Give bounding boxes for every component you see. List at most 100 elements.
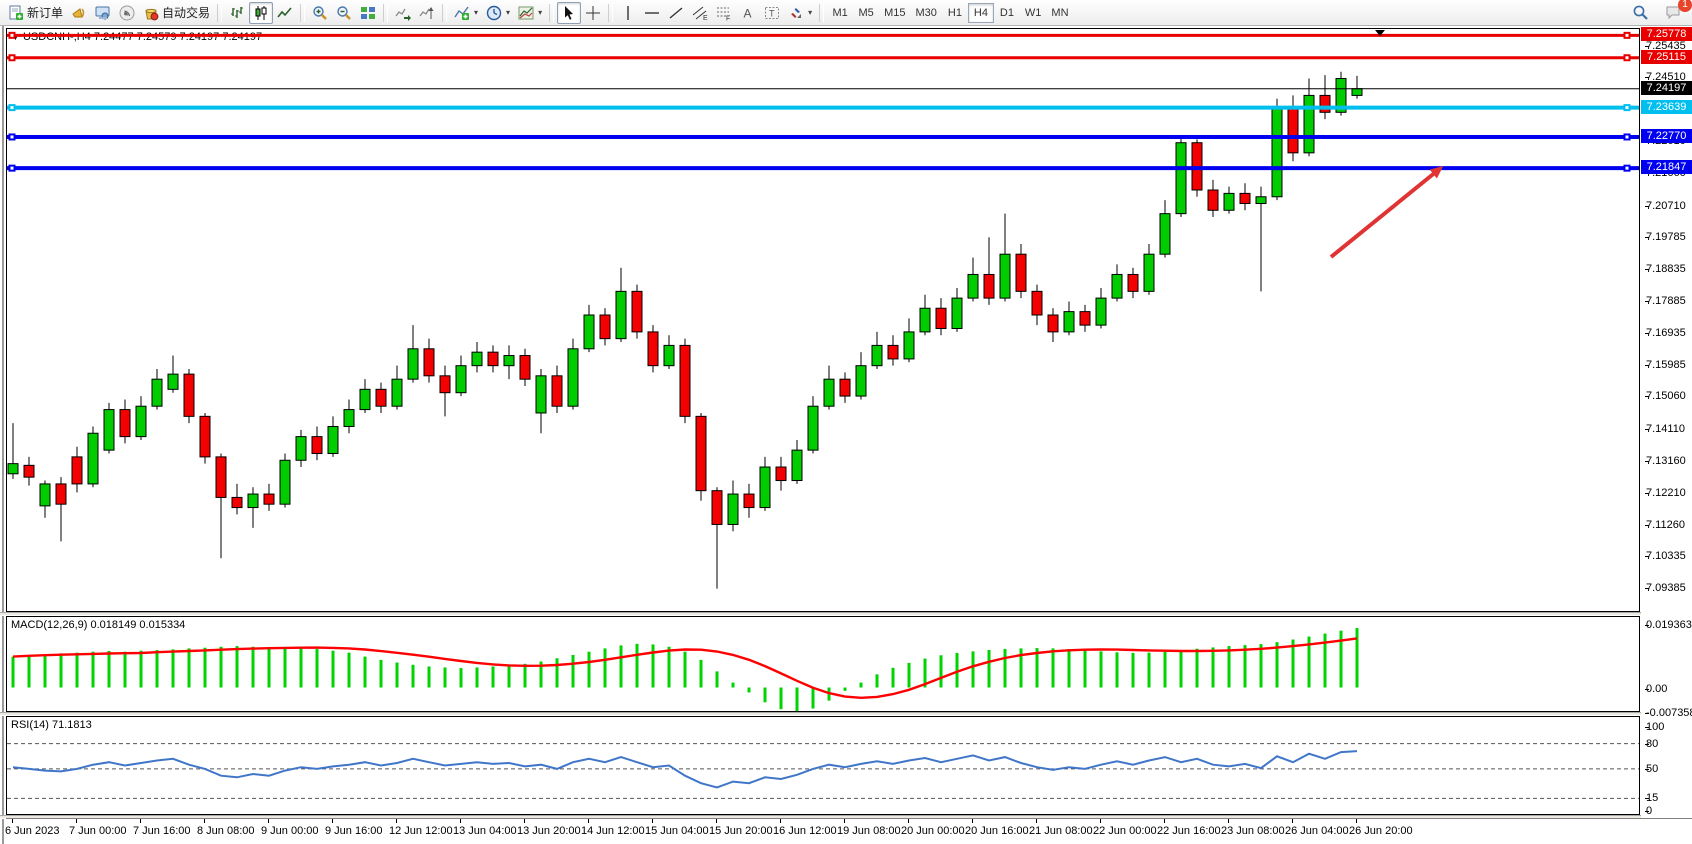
new-order-button[interactable]: 新订单 <box>4 2 67 24</box>
window-left-edge <box>2 26 4 844</box>
time-axis[interactable]: 6 Jun 2023 7 Jun 00:00 7 Jun 16:00 8 Jun 08… <box>5 818 1692 844</box>
macd-panel: MACD(12,26,9) 0.018149 0.015334 <box>6 616 1640 712</box>
dropdown-caret-icon: ▾ <box>474 8 479 17</box>
macd-bar <box>971 651 975 688</box>
panel-splitter[interactable] <box>0 612 1692 616</box>
candle-body <box>1047 314 1059 333</box>
time-label: 26 Jun 04:00 <box>1285 825 1349 837</box>
tf-w1-button[interactable]: W1 <box>1024 6 1042 19</box>
macd-chart[interactable] <box>7 617 1639 711</box>
rsi-chart[interactable] <box>7 717 1639 814</box>
tf-h4-button[interactable]: H4 <box>967 2 994 23</box>
candle-body <box>1351 88 1363 96</box>
candle-body <box>775 466 787 482</box>
toolbar-grip <box>549 3 555 22</box>
terminal-icon <box>95 6 110 19</box>
text-label-tool-button[interactable]: T <box>760 2 784 24</box>
macd-name: MACD(12,26,9) <box>11 619 88 631</box>
macd-bar <box>779 687 783 710</box>
terminal-button[interactable] <box>91 2 115 24</box>
time-label: 13 Jun 20:00 <box>517 825 581 837</box>
candle-body <box>935 307 947 330</box>
cursor-tool-button[interactable] <box>557 1 582 24</box>
candle-body <box>551 375 563 407</box>
arrows-tool-button[interactable]: ▾ <box>784 2 816 24</box>
time-tick-mark <box>1036 819 1037 823</box>
equidistant-channel-icon: E <box>692 6 708 21</box>
macd-bar <box>923 658 927 688</box>
crosshair-tool-button[interactable] <box>581 2 605 24</box>
price-axis[interactable]: 7.254357.245107.235607.226107.216607.207… <box>1641 26 1692 818</box>
tile-windows-button[interactable] <box>356 2 380 24</box>
news-button[interactable] <box>67 2 91 24</box>
hline-left-handle-center <box>10 166 14 170</box>
auto-scroll-button[interactable] <box>391 2 415 24</box>
time-label: 12 Jun 12:00 <box>389 825 453 837</box>
candle-body <box>167 373 179 390</box>
tf-m5-button[interactable]: M5 <box>858 6 874 19</box>
candle-body <box>807 405 819 451</box>
time-tick-mark <box>1356 819 1357 823</box>
bar-chart-mode-button[interactable] <box>225 2 249 24</box>
svg-text:E: E <box>703 15 708 21</box>
time-tick-mark <box>1292 819 1293 823</box>
candle-body <box>391 378 403 407</box>
macd-bar <box>523 663 527 688</box>
chart-shift-button[interactable] <box>415 2 439 24</box>
axis-tick-mark <box>1645 268 1649 270</box>
auto-trading-button[interactable]: 自动交易 <box>139 2 214 24</box>
candle-body <box>231 496 243 509</box>
axis-tick-mark <box>1645 428 1649 430</box>
channel-tool-button[interactable]: E <box>688 2 712 24</box>
chart-shift-icon <box>419 6 434 19</box>
time-tick-mark <box>140 819 141 823</box>
tf-m1-button[interactable]: M1 <box>832 6 848 19</box>
toolbar-grip <box>442 3 448 22</box>
tf-d1-button[interactable]: D1 <box>999 6 1014 19</box>
zoom-out-button[interactable] <box>332 2 356 24</box>
price-tick: 7.14110 <box>1645 422 1685 435</box>
zoom-in-button[interactable] <box>308 2 332 24</box>
indicators-button[interactable]: ▾ <box>450 2 482 24</box>
candle-body <box>7 463 19 475</box>
macd-bar <box>27 654 31 688</box>
text-tool-button[interactable]: A <box>736 2 760 24</box>
arrow-objects-icon <box>791 7 802 18</box>
macd-bar <box>747 687 751 693</box>
time-tick-mark <box>908 819 909 823</box>
notifications-button[interactable]: 1 <box>1661 0 1692 24</box>
macd-bar <box>1019 648 1023 688</box>
candlestick-chart[interactable] <box>7 29 1639 611</box>
time-label: 7 Jun 16:00 <box>133 825 191 837</box>
fibonacci-tool-button[interactable]: F <box>712 2 736 24</box>
macd-bar <box>1051 648 1055 688</box>
candle-body <box>599 314 611 340</box>
tf-mn-button[interactable]: MN <box>1051 6 1069 19</box>
macd-bar <box>75 652 79 688</box>
time-tick-mark <box>204 819 205 823</box>
templates-button[interactable]: ▾ <box>514 2 546 24</box>
time-label: 15 Jun 20:00 <box>709 825 773 837</box>
candlestick-mode-button[interactable] <box>249 1 274 24</box>
candle-body <box>615 290 627 340</box>
macd-bar <box>1067 649 1071 688</box>
periods-button[interactable]: ▾ <box>482 2 514 24</box>
tf-h1-button[interactable]: H1 <box>947 6 962 19</box>
signals-button[interactable] <box>115 2 139 24</box>
candle-body <box>183 373 195 417</box>
line-chart-mode-button[interactable] <box>273 2 297 24</box>
tf-m30-button[interactable]: M30 <box>915 6 937 19</box>
time-label: 22 Jun 00:00 <box>1093 825 1157 837</box>
macd-bar <box>267 647 271 688</box>
panel-splitter[interactable] <box>0 712 1692 716</box>
tf-m15-button[interactable]: M15 <box>884 6 906 19</box>
rsi-tick: 100 <box>1645 720 1665 733</box>
text-label-icon: T <box>765 6 780 19</box>
macd-bar <box>1147 652 1151 688</box>
trendline-tool-button[interactable] <box>664 2 688 24</box>
vertical-line-tool-button[interactable] <box>616 2 640 24</box>
horizontal-line-tool-button[interactable] <box>640 2 664 24</box>
new-order-icon <box>9 5 23 20</box>
search-button[interactable] <box>1628 2 1653 24</box>
time-label: 20 Jun 16:00 <box>965 825 1029 837</box>
